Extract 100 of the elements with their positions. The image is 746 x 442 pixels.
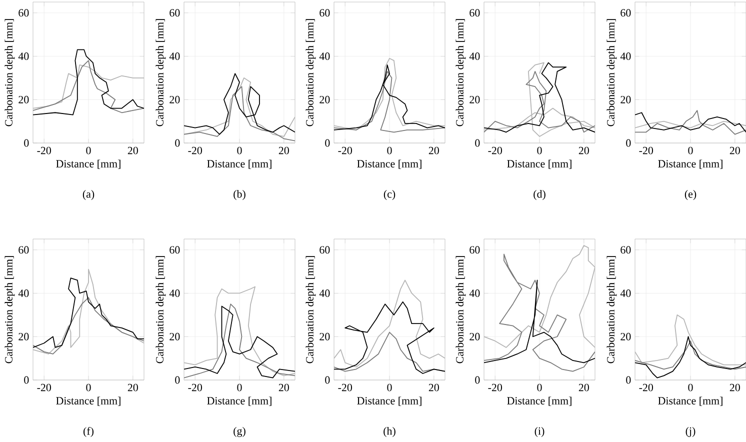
y-tick-label: 40 [620, 52, 631, 60]
x-axis-title: Distance [mm] [357, 396, 422, 406]
x-tick-label: -20 [188, 146, 202, 154]
y-tick-label: 20 [320, 332, 330, 340]
text: (i) [534, 427, 544, 437]
x-tick-label: -20 [488, 146, 502, 154]
y-tick-label: 20 [18, 96, 29, 104]
y-tick-label: 20 [620, 96, 631, 104]
x-tick-label: 20 [428, 146, 439, 154]
y-tick-label: 0 [626, 376, 631, 384]
y-tick-label: 0 [175, 376, 180, 384]
x-tick-label: -20 [338, 384, 352, 392]
x-tick-label: 20 [730, 384, 740, 392]
y-tick-label: 20 [170, 96, 180, 104]
line-series [484, 254, 596, 372]
x-axis-title: Distance [mm] [658, 396, 722, 406]
text: (h) [384, 427, 396, 437]
y-tick-label: 0 [626, 139, 631, 147]
text: (g) [234, 427, 246, 437]
x-tick-label: -20 [37, 146, 51, 154]
y-axis-title: Carbonation depth [mm] [456, 256, 466, 364]
x-tick-label: 0 [688, 384, 693, 392]
y-tick-label: 20 [170, 332, 180, 340]
y-tick-label: 60 [170, 246, 180, 254]
line-series [184, 86, 295, 142]
y-tick-label: 60 [470, 9, 480, 17]
line-series [33, 278, 144, 348]
y-tick-label: 60 [320, 9, 330, 17]
x-tick-label: 0 [688, 146, 693, 154]
y-axis-title: Carbonation depth [mm] [306, 19, 316, 126]
y-tick-label: 20 [470, 96, 480, 104]
x-tick-label: 0 [86, 384, 91, 392]
line-series [635, 336, 746, 378]
y-axis-title: Carbonation depth [mm] [456, 19, 466, 126]
y-tick-label: 40 [469, 52, 480, 60]
y-tick-label: 0 [475, 376, 480, 384]
y-tick-label: 0 [475, 139, 480, 147]
x-tick-label: -20 [188, 384, 202, 392]
text: (d) [534, 190, 546, 200]
y-tick-label: 20 [470, 332, 480, 340]
y-tick-label: 40 [169, 52, 180, 60]
y-tick-label: 60 [18, 9, 29, 17]
text: (a) [82, 190, 94, 200]
text: (j) [686, 427, 696, 437]
y-tick-label: 60 [620, 246, 631, 254]
text: (b) [234, 190, 246, 200]
y-tick-label: 60 [470, 246, 480, 254]
y-tick-label: 40 [18, 290, 29, 297]
x-tick-label: 20 [730, 146, 740, 154]
y-axis-title: Carbonation depth [mm] [4, 19, 15, 126]
x-tick-label: 0 [237, 146, 242, 154]
y-axis-title: Carbonation depth [mm] [606, 256, 617, 364]
y-axis-title: Carbonation depth [mm] [4, 256, 15, 364]
y-tick-label: 40 [319, 52, 330, 60]
x-tick-label: 20 [278, 384, 289, 392]
x-tick-label: 0 [537, 384, 542, 392]
y-tick-label: 0 [325, 139, 330, 147]
y-tick-label: 60 [170, 9, 180, 17]
x-axis-title: Distance [mm] [56, 396, 120, 406]
y-tick-label: 60 [620, 9, 631, 17]
y-tick-label: 40 [469, 290, 480, 297]
y-axis-title: Carbonation depth [mm] [606, 19, 617, 126]
x-axis-title: Distance [mm] [207, 396, 272, 406]
y-tick-label: 0 [175, 139, 180, 147]
x-tick-label: -20 [639, 146, 653, 154]
text: (c) [384, 190, 396, 200]
y-axis-title: Carbonation depth [mm] [156, 19, 166, 126]
x-tick-label: 20 [578, 384, 589, 392]
y-tick-label: 40 [319, 290, 330, 297]
x-axis-title: Distance [mm] [507, 160, 572, 169]
y-tick-label: 0 [24, 376, 29, 384]
x-tick-label: 0 [537, 146, 542, 154]
x-axis-title: Distance [mm] [56, 160, 120, 169]
y-tick-label: 20 [320, 96, 330, 104]
y-tick-label: 60 [320, 246, 330, 254]
x-tick-label: 20 [428, 384, 439, 392]
y-tick-label: 40 [620, 290, 631, 297]
x-tick-label: 0 [387, 146, 392, 154]
y-tick-label: 60 [18, 246, 29, 254]
x-axis-title: Distance [mm] [658, 160, 722, 169]
line-series [33, 49, 144, 116]
y-axis-title: Carbonation depth [mm] [306, 256, 316, 364]
x-tick-label: -20 [338, 146, 352, 154]
y-tick-label: 40 [169, 290, 180, 297]
x-tick-label: 0 [387, 384, 392, 392]
y-axis-title: Carbonation depth [mm] [156, 256, 166, 364]
text: (f) [84, 426, 94, 438]
y-tick-label: 40 [18, 52, 29, 60]
x-axis-title: Distance [mm] [507, 396, 572, 406]
y-tick-label: 20 [18, 332, 29, 340]
x-tick-label: 20 [128, 384, 138, 392]
x-tick-label: -20 [488, 384, 502, 392]
text: (e) [684, 190, 696, 200]
x-axis-title: Distance [mm] [207, 160, 272, 169]
line-series [484, 280, 596, 364]
y-tick-label: 0 [24, 139, 29, 147]
x-axis-title: Distance [mm] [357, 160, 422, 169]
x-tick-label: 20 [128, 146, 138, 154]
x-tick-label: 0 [237, 384, 242, 392]
x-tick-label: 20 [278, 146, 289, 154]
